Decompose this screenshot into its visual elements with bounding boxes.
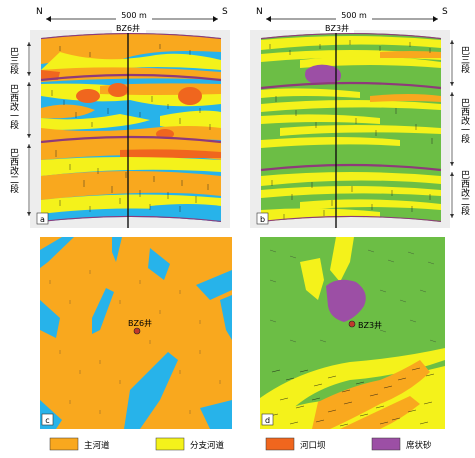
panel-c-plan-view: BZ6井 c bbox=[40, 237, 232, 429]
panel-a-letter: a bbox=[40, 215, 45, 224]
unit-label-ba3-left: 巴三段 bbox=[8, 47, 19, 75]
panel-a-north-label: N bbox=[36, 7, 43, 17]
legend-label-sheet-sand: 席状砂 bbox=[406, 440, 432, 451]
unit-labels-right: 巴三段 巴西改一段 巴西改二段 bbox=[450, 40, 470, 218]
unit-labels-left: 巴三段 巴西改一段 巴西改二段 bbox=[8, 42, 31, 216]
panel-c-well-label: BZ6井 bbox=[128, 318, 152, 328]
panel-c-letter: c bbox=[45, 416, 49, 425]
unit-label-bxg2-right: 巴西改二段 bbox=[459, 170, 470, 216]
legend-label-mouth-bar: 河口坝 bbox=[300, 440, 326, 451]
unit-label-bxg1-left: 巴西改一段 bbox=[8, 84, 19, 130]
panel-a-well-label: BZ6井 bbox=[116, 23, 140, 33]
legend: 主河道 分支河道 河口坝 席状砂 bbox=[49, 437, 432, 451]
unit-label-bxg1-right: 巴西改一段 bbox=[459, 98, 470, 144]
panel-b-cross-section: N S 500 m BZ3井 b bbox=[250, 7, 450, 228]
legend-swatch-mouth-bar bbox=[265, 437, 295, 451]
panel-a-south-label: S bbox=[222, 7, 228, 17]
legend-swatch-main-channel bbox=[49, 437, 79, 451]
panel-b-well-label: BZ3井 bbox=[325, 23, 349, 33]
panel-a-cross-section: N S 500 m BZ6井 a bbox=[30, 7, 230, 228]
legend-label-branch-channel: 分支河道 bbox=[190, 440, 225, 451]
panel-b-south-label: S bbox=[442, 7, 448, 17]
panel-d-plan-view: BZ3井 d bbox=[260, 237, 445, 429]
unit-label-ba3-right: 巴三段 bbox=[459, 46, 470, 74]
panel-b-north-label: N bbox=[256, 7, 263, 17]
legend-label-main-channel: 主河道 bbox=[84, 440, 110, 451]
unit-label-bxg2-left: 巴西改二段 bbox=[8, 148, 19, 194]
panel-b-scale-label: 500 m bbox=[341, 11, 367, 20]
panel-d-well-label: BZ3井 bbox=[358, 320, 382, 330]
panel-b-letter: b bbox=[260, 215, 265, 224]
panel-d-letter: d bbox=[265, 416, 270, 425]
legend-swatch-branch-channel bbox=[155, 437, 185, 451]
legend-swatch-sheet-sand bbox=[371, 437, 401, 451]
panel-a-scale-label: 500 m bbox=[121, 11, 147, 20]
